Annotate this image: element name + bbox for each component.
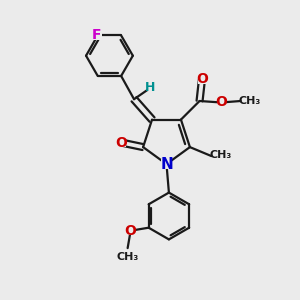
Bar bbox=[126, 227, 135, 235]
Bar bbox=[161, 159, 172, 169]
Text: H: H bbox=[146, 81, 156, 94]
Text: CH₃: CH₃ bbox=[238, 96, 261, 106]
Text: CH₃: CH₃ bbox=[116, 251, 139, 262]
Text: O: O bbox=[215, 95, 227, 110]
Text: N: N bbox=[160, 157, 173, 172]
Bar bbox=[198, 75, 206, 84]
Bar bbox=[93, 31, 102, 40]
Text: CH₃: CH₃ bbox=[210, 150, 232, 160]
Bar bbox=[217, 98, 225, 107]
Bar bbox=[117, 138, 126, 147]
Text: O: O bbox=[196, 72, 208, 86]
Text: O: O bbox=[125, 224, 136, 238]
Text: O: O bbox=[116, 136, 128, 150]
Bar bbox=[147, 85, 154, 91]
Text: F: F bbox=[92, 28, 101, 42]
